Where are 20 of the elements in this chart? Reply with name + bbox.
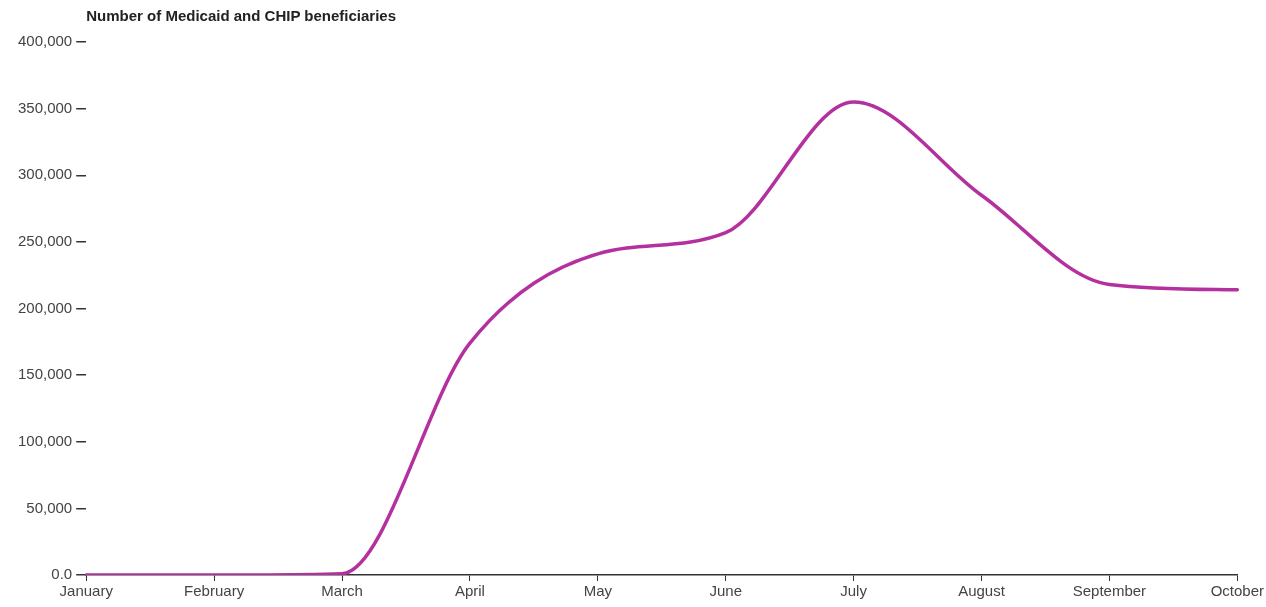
x-tick-label: September	[1072, 582, 1147, 600]
chart-title: Number of Medicaid and CHIP beneficiaries	[86, 7, 397, 25]
y-tick-label: 50,000	[26, 498, 73, 516]
x-tick-label: July	[840, 582, 868, 600]
x-tick-label: May	[583, 582, 613, 600]
x-tick-label: March	[321, 582, 363, 600]
y-tick-label: 400,000	[17, 32, 73, 50]
y-tick-label: 250,000	[17, 232, 73, 250]
y-tick-label: 350,000	[17, 98, 73, 116]
y-tick-label: 100,000	[17, 431, 73, 449]
x-tick-label: February	[184, 582, 245, 600]
x-tick-label: January	[59, 582, 114, 600]
x-tick-label: October	[1210, 582, 1264, 600]
x-tick-label: June	[709, 582, 742, 600]
y-tick-label: 150,000	[17, 365, 73, 383]
x-tick-label: August	[958, 582, 1006, 600]
x-tick-label: April	[454, 582, 485, 600]
y-tick-label: 300,000	[17, 165, 73, 183]
y-tick-label: 0.0	[51, 565, 73, 583]
y-tick-label: 200,000	[17, 298, 73, 316]
